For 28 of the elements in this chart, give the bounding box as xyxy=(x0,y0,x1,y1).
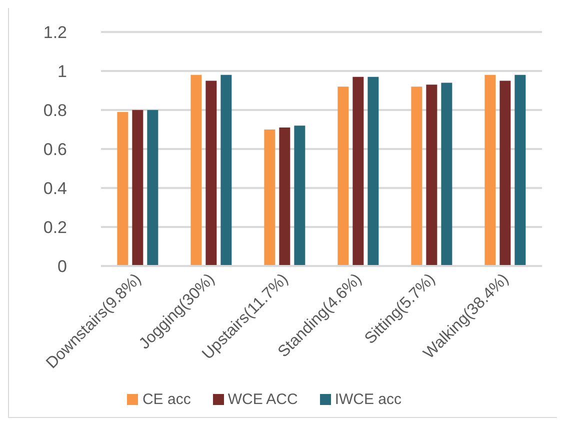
bar xyxy=(441,82,452,266)
bar xyxy=(368,76,379,266)
bar xyxy=(190,74,202,266)
y-tick-label: 1.2 xyxy=(43,23,67,42)
bar xyxy=(411,86,422,266)
y-tick-label: 0.4 xyxy=(43,179,67,198)
bar xyxy=(352,76,364,266)
bar xyxy=(484,74,496,266)
y-tick-label: 0 xyxy=(58,257,67,276)
bar xyxy=(500,80,511,266)
bar xyxy=(264,130,276,266)
bar xyxy=(220,74,232,266)
bar xyxy=(294,126,306,266)
bar xyxy=(132,110,144,266)
bar xyxy=(514,74,526,266)
legend-label: IWCE acc xyxy=(334,391,402,408)
legend-label: CE acc xyxy=(142,391,191,408)
bar xyxy=(279,128,290,266)
y-tick-label: 0.2 xyxy=(43,218,67,238)
y-tick-label: 1 xyxy=(58,62,67,82)
bar xyxy=(117,112,128,266)
y-tick-label: 0.6 xyxy=(43,140,67,160)
bar xyxy=(338,86,349,266)
bar xyxy=(147,110,158,266)
y-tick-label: 0.8 xyxy=(43,101,67,120)
bar xyxy=(206,80,217,266)
legend-label: WCE ACC xyxy=(228,391,298,408)
bar xyxy=(426,84,438,266)
